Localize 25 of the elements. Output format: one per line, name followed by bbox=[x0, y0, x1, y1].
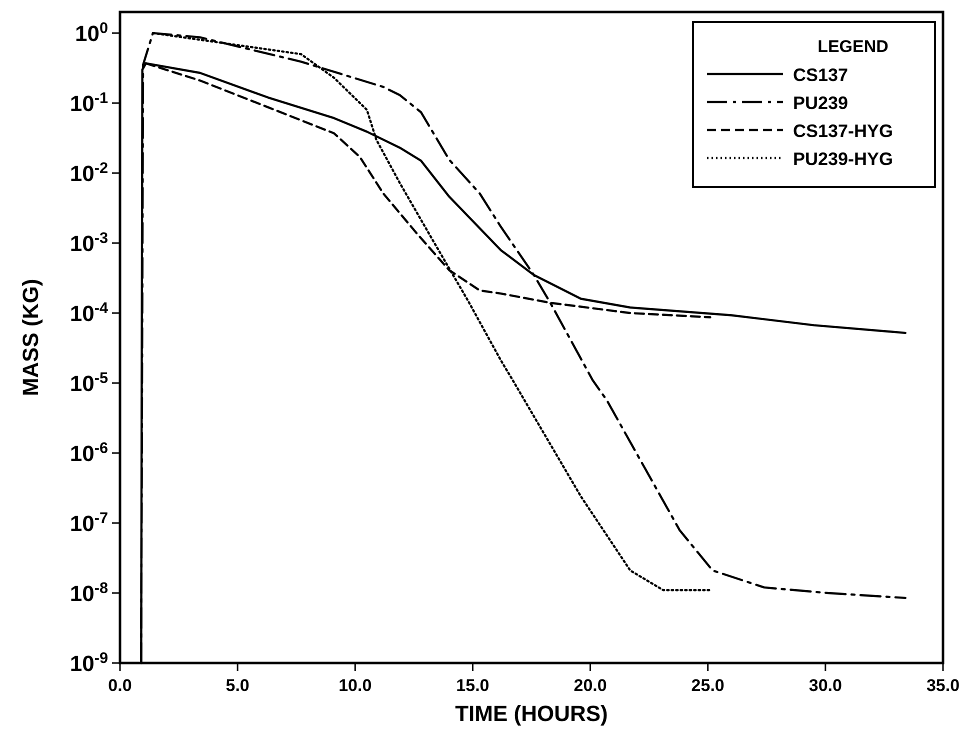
legend-label: CS137-HYG bbox=[793, 121, 894, 141]
x-tick-label: 5.0 bbox=[226, 676, 250, 695]
legend-label: PU239 bbox=[793, 93, 848, 113]
y-tick-label: 10$^{-5}$ bbox=[70, 370, 108, 396]
x-tick-label: 30.0 bbox=[808, 676, 842, 695]
y-tick-label: 10$^{-8}$ bbox=[70, 580, 108, 606]
y-axis-title: MASS (KG) bbox=[18, 278, 43, 396]
x-tick-label: 25.0 bbox=[691, 676, 724, 695]
legend-title: LEGEND bbox=[818, 37, 888, 56]
y-tick-label: 10$^{-2}$ bbox=[70, 160, 108, 186]
x-tick-label: 0.0 bbox=[108, 676, 132, 695]
y-tick-label: 10$^{-4}$ bbox=[70, 300, 108, 326]
y-tick-label: 10$^{-7}$ bbox=[70, 510, 108, 536]
x-tick-label: 15.0 bbox=[456, 676, 490, 695]
legend-label: CS137 bbox=[793, 65, 848, 85]
x-tick-label: 35.0 bbox=[926, 676, 960, 695]
y-tick-label: 10$^{-3}$ bbox=[70, 230, 108, 256]
y-tick-label: 10$^{-1}$ bbox=[70, 90, 108, 116]
y-tick-label: 10$^{0}$ bbox=[74, 20, 108, 46]
x-tick-label: 10.0 bbox=[338, 676, 372, 695]
y-tick-label: 10$^{-9}$ bbox=[70, 650, 108, 676]
legend-label: PU239-HYG bbox=[793, 149, 894, 169]
x-axis-title: TIME (HOURS) bbox=[455, 701, 608, 726]
y-tick-label: 10$^{-6}$ bbox=[70, 440, 108, 466]
x-tick-label: 20.0 bbox=[574, 676, 607, 695]
